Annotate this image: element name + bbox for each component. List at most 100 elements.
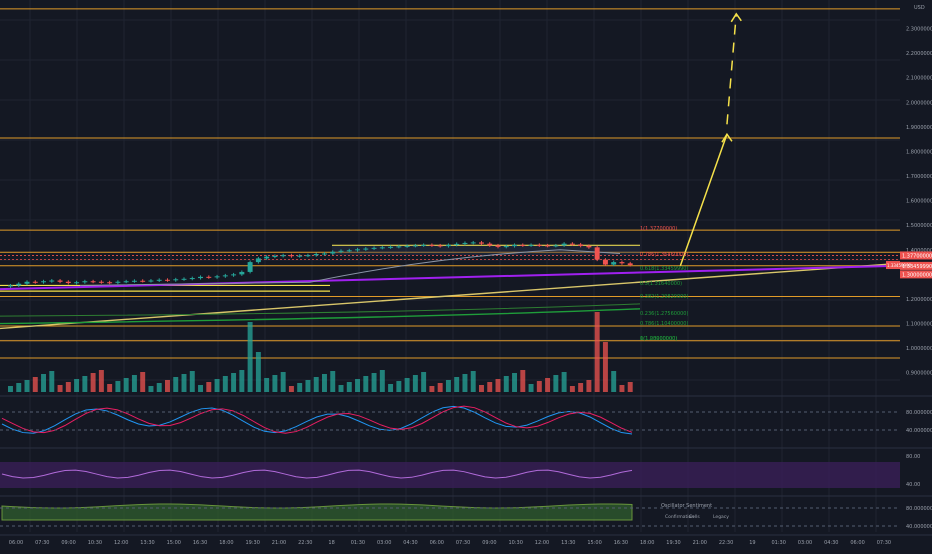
candle-body <box>412 245 418 247</box>
volume-bar <box>98 370 104 392</box>
time-tick: 04:30 <box>403 540 417 546</box>
time-tick: 18 <box>328 540 334 546</box>
candle-body <box>470 242 476 244</box>
candle-body <box>346 250 352 252</box>
volume-bar <box>74 379 80 392</box>
volume-bar <box>247 322 253 392</box>
candle-body <box>619 262 625 264</box>
price-axis: 2.30000000 2.20000000 2.10000000 2.00000000… <box>886 5 932 530</box>
candle-body <box>173 279 179 281</box>
volume-bar <box>396 381 402 392</box>
time-tick: 01:30 <box>771 540 785 546</box>
projection-dashed <box>726 13 738 125</box>
volume-bar <box>297 383 303 392</box>
fib-label: 0.786(1.10400000) <box>640 321 688 327</box>
candle-body <box>82 281 88 283</box>
volume-bar <box>8 386 13 392</box>
osc1-tick: 40.00000000 <box>906 428 932 434</box>
time-tick: 21:00 <box>272 540 286 546</box>
candle-body <box>553 245 559 247</box>
volume-bar <box>470 371 476 392</box>
volume-bar <box>602 342 608 392</box>
candle-body <box>181 278 187 280</box>
candle-body <box>586 245 592 248</box>
fib-label: 0.236(1.27560000) <box>640 311 688 317</box>
candle-body <box>255 258 261 263</box>
candle-body <box>297 255 303 257</box>
candlesticks <box>8 240 633 288</box>
time-tick: 13:30 <box>561 540 575 546</box>
price-tick: 1.70000000 <box>906 174 932 180</box>
volume-bar <box>487 382 493 392</box>
candle-body <box>330 251 336 254</box>
candle-body <box>123 281 129 283</box>
volume-bar <box>553 375 559 392</box>
time-tick: 07:30 <box>877 540 891 546</box>
time-tick: 06:00 <box>850 540 864 546</box>
time-tick: 10:30 <box>88 540 102 546</box>
candle-body <box>206 276 212 278</box>
fib-label: 0.618(1.33459990) <box>640 266 688 272</box>
volume-bar <box>627 382 633 392</box>
volume-bar <box>16 383 22 392</box>
candle-body <box>454 243 460 245</box>
volume-bar <box>288 386 294 392</box>
candle-body <box>569 243 575 245</box>
time-tick: 04:30 <box>824 540 838 546</box>
candle-body <box>32 281 38 283</box>
osc1-tick: 80.00000000 <box>906 410 932 416</box>
candle-body <box>503 246 509 248</box>
volume-bar <box>173 377 179 392</box>
time-tick: 12:00 <box>535 540 549 546</box>
volume-bar <box>123 378 129 392</box>
candle-body <box>98 281 104 283</box>
candle-body <box>49 280 55 282</box>
candle-body <box>74 282 80 284</box>
osc1-line-red <box>1 405 633 434</box>
price-tick: 2.10000000 <box>906 76 932 82</box>
time-tick: 01:30 <box>351 540 365 546</box>
volume-bar <box>214 379 220 392</box>
candle-body <box>239 271 245 275</box>
candle-body <box>115 281 121 283</box>
candle-body <box>107 282 113 284</box>
candle-body <box>602 259 608 265</box>
price-tick: 1.60000000 <box>906 199 932 205</box>
volume-bar <box>65 382 71 392</box>
time-tick: 13:30 <box>140 540 154 546</box>
volume-bar <box>520 370 526 392</box>
candle-body <box>57 280 63 282</box>
time-tick: 09:00 <box>61 540 75 546</box>
candle-body <box>445 244 451 247</box>
candle-body <box>41 281 47 283</box>
candle-body <box>338 250 344 252</box>
price-tick: 1.90000000 <box>906 125 932 131</box>
osc3-legend-title: Oscillator Sentiment <box>661 503 712 509</box>
candle-body <box>222 275 228 277</box>
volume-bar <box>338 385 344 392</box>
volume-bar <box>272 375 278 392</box>
candle-body <box>512 244 518 247</box>
candle-body <box>388 246 394 248</box>
volume-bar <box>462 374 468 392</box>
candle-body <box>429 244 435 246</box>
time-tick: 07:30 <box>35 540 49 546</box>
volume-bar <box>322 374 327 392</box>
price-tick: 1.10000000 <box>906 322 932 328</box>
candle-body <box>156 279 162 281</box>
candle-body <box>90 281 96 283</box>
last-price-badge <box>886 261 900 270</box>
time-tick: 06:00 <box>9 540 23 546</box>
candle-body <box>272 255 278 257</box>
volume-bar <box>528 384 534 392</box>
time-tick: 22:30 <box>298 540 312 546</box>
volume-bar <box>404 378 410 392</box>
candle-body <box>421 244 427 246</box>
volume-bar <box>189 371 195 392</box>
fib-label: 1(1.37700000) <box>640 226 677 232</box>
price-tick: 1.80000000 <box>906 149 932 155</box>
candle-body <box>131 280 137 282</box>
volume-bar <box>330 371 336 392</box>
